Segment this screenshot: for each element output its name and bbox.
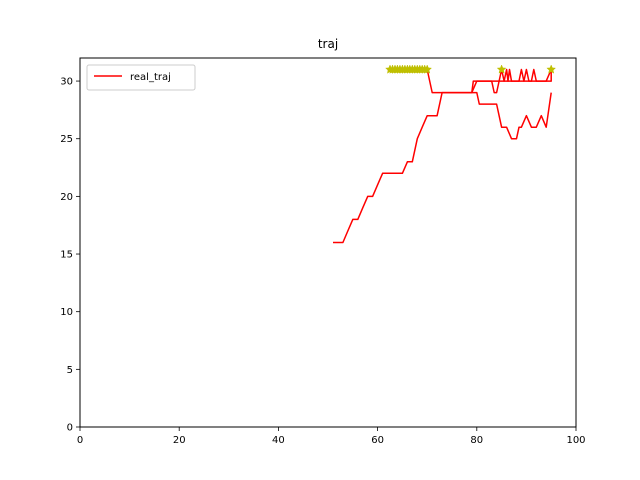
x-tick-label-20: 20 [173,435,186,446]
x-tick-label-0: 0 [77,435,83,446]
y-tick-label-25: 25 [60,134,73,145]
x-tick-label-80: 80 [470,435,483,446]
x-tick-label-60: 60 [371,435,384,446]
star-marker [546,64,557,74]
star-marker [496,64,507,74]
series-line-segment-mid [471,68,552,94]
x-tick-label-40: 40 [272,435,285,446]
legend-label-real-traj: real_traj [130,72,171,83]
axis-ticks: 0 20 40 60 80 100 0 5 10 15 20 25 30 [60,77,585,446]
y-tick-label-30: 30 [60,77,73,88]
y-tick-label-20: 20 [60,192,73,203]
y-tick-label-15: 15 [60,250,73,261]
y-tick-label-0: 0 [67,423,73,434]
x-tick-label-100: 100 [566,435,585,446]
legend-box [86,64,196,91]
axes-frame [79,57,577,428]
plot-area [333,64,557,244]
chart-title: traj [318,37,338,51]
y-tick-label-5: 5 [67,365,73,376]
legend: real_traj [86,64,196,91]
star-marker [422,64,433,74]
y-tick-label-10: 10 [60,307,73,318]
